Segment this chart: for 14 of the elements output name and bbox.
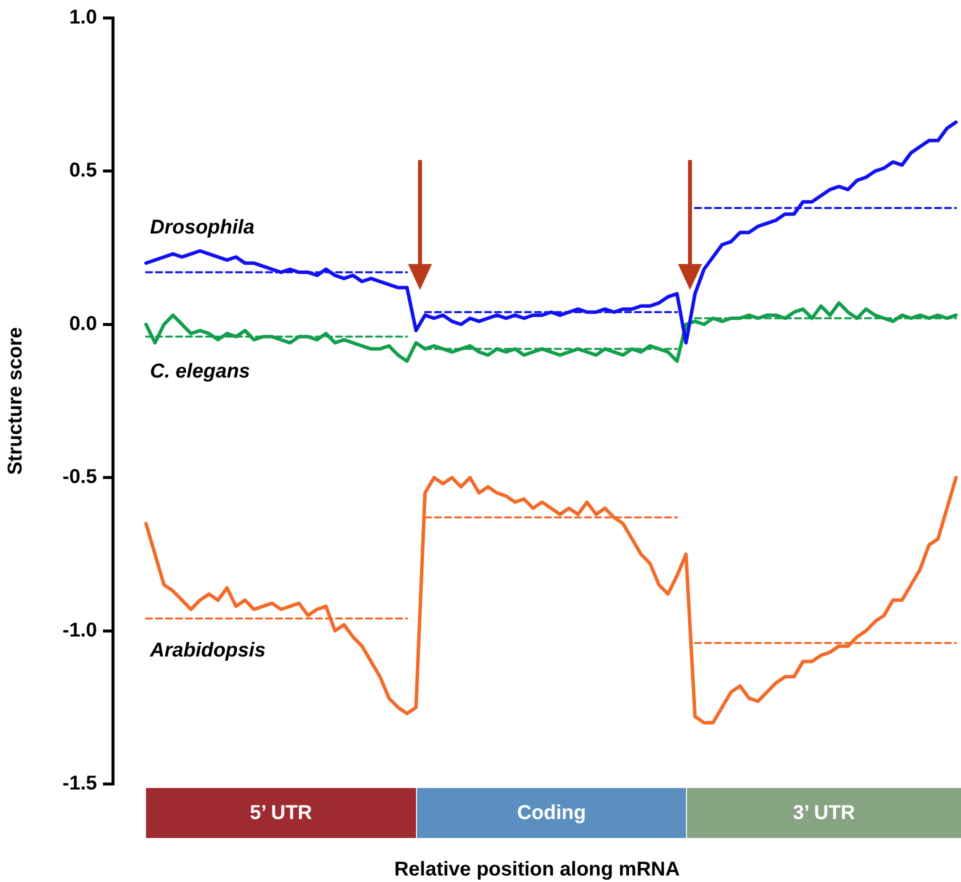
series-label: Arabidopsis — [149, 640, 266, 662]
series-label: C. elegans — [150, 360, 250, 383]
region-strip: 3’ UTR — [687, 788, 961, 838]
y-tick-label: 0.5 — [69, 160, 97, 182]
y-tick-label: 0.0 — [69, 312, 97, 335]
y-tick-label: -0.5 — [62, 466, 97, 488]
x-axis-title: Relative position along mRNA — [394, 858, 680, 881]
region-strip: Coding — [417, 788, 686, 838]
y-tick-label: 1.0 — [69, 6, 97, 29]
y-tick-label: -1.5 — [62, 772, 97, 795]
y-axis-title: Structure score — [4, 327, 27, 475]
y-tick-label: -1.0 — [62, 619, 97, 642]
region-strip: 5’ UTR — [146, 788, 416, 838]
series-label: Drosophila — [150, 216, 254, 239]
